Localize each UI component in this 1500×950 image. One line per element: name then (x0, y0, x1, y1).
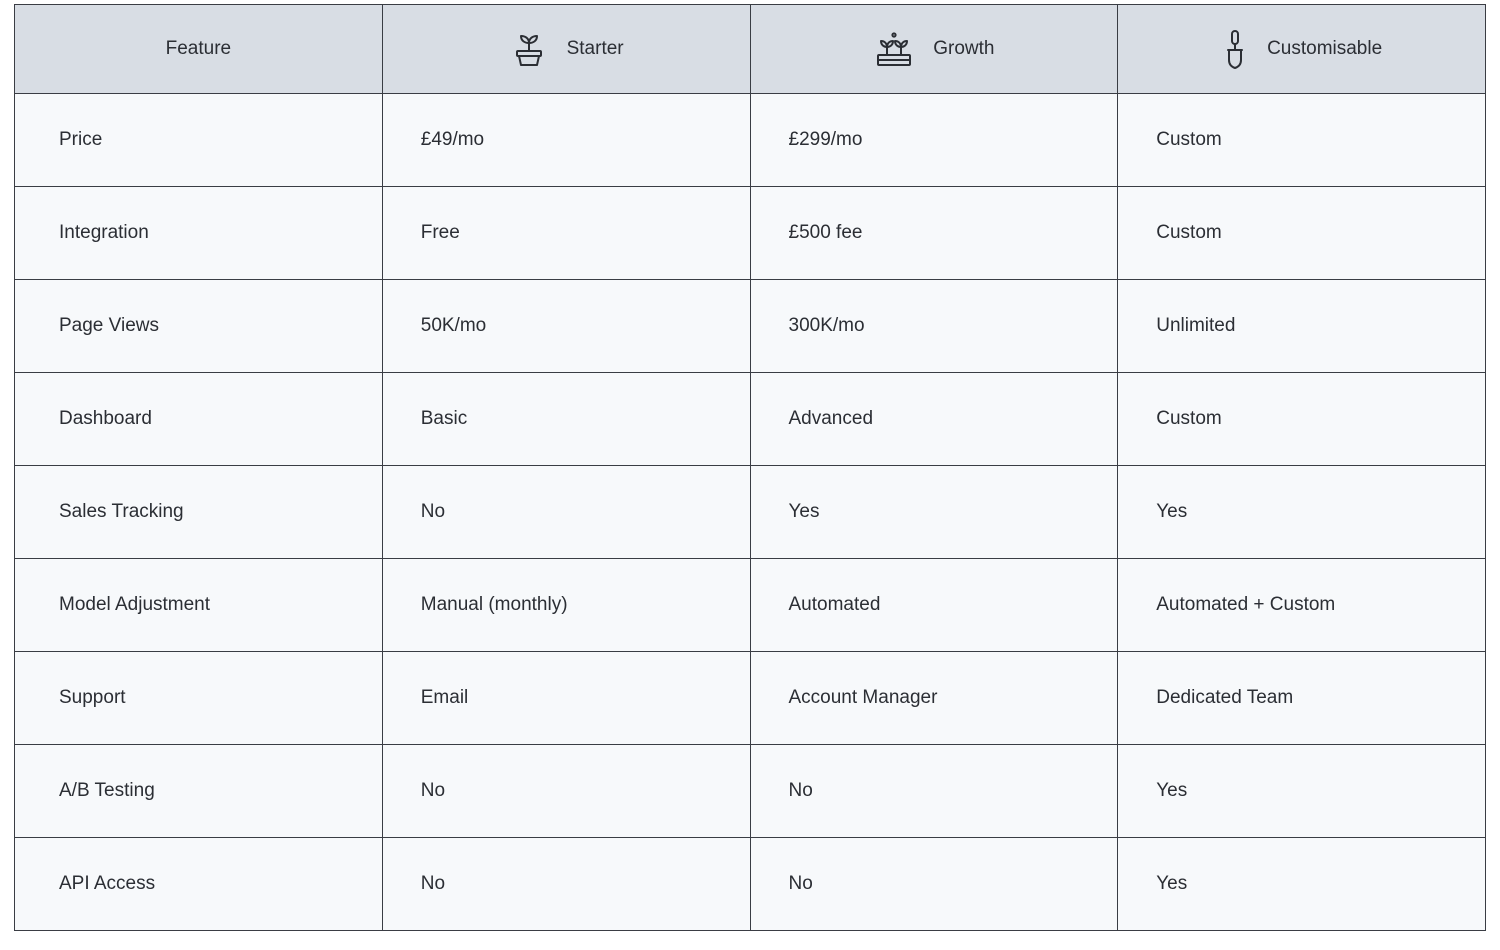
cell-starter: Email (382, 652, 750, 745)
table-row: SupportEmailAccount ManagerDedicated Tea… (15, 652, 1486, 745)
cell-feature: Dashboard (15, 373, 383, 466)
cell-custom: Dedicated Team (1118, 652, 1486, 745)
col-header-starter: Starter (382, 5, 750, 94)
cell-growth: Automated (750, 559, 1118, 652)
col-header-growth-label: Growth (933, 38, 994, 60)
col-header-starter-label: Starter (567, 38, 624, 60)
cell-starter: £49/mo (382, 94, 750, 187)
pricing-table: Feature (14, 4, 1486, 931)
cell-feature: Page Views (15, 280, 383, 373)
cell-growth: Advanced (750, 373, 1118, 466)
cell-starter: No (382, 745, 750, 838)
cell-starter: No (382, 838, 750, 931)
sprout-bed-icon (873, 29, 915, 69)
cell-custom: Custom (1118, 94, 1486, 187)
cell-feature: Model Adjustment (15, 559, 383, 652)
cell-growth: £500 fee (750, 187, 1118, 280)
cell-feature: Support (15, 652, 383, 745)
col-header-feature: Feature (15, 5, 383, 94)
cell-starter: No (382, 466, 750, 559)
cell-custom: Yes (1118, 466, 1486, 559)
cell-custom: Custom (1118, 373, 1486, 466)
table-body: Price£49/mo£299/moCustomIntegrationFree£… (15, 94, 1486, 931)
cell-feature: Integration (15, 187, 383, 280)
table-row: Sales TrackingNoYesYes (15, 466, 1486, 559)
cell-starter: 50K/mo (382, 280, 750, 373)
table-row: API AccessNoNoYes (15, 838, 1486, 931)
col-header-feature-label: Feature (166, 38, 231, 59)
cell-starter: Free (382, 187, 750, 280)
cell-starter: Basic (382, 373, 750, 466)
cell-growth: £299/mo (750, 94, 1118, 187)
col-header-growth: Growth (750, 5, 1118, 94)
cell-growth: 300K/mo (750, 280, 1118, 373)
cell-custom: Yes (1118, 745, 1486, 838)
cell-starter: Manual (monthly) (382, 559, 750, 652)
table-row: Model AdjustmentManual (monthly)Automate… (15, 559, 1486, 652)
cell-custom: Custom (1118, 187, 1486, 280)
table-row: IntegrationFree£500 feeCustom (15, 187, 1486, 280)
table-header-row: Feature (15, 5, 1486, 94)
col-header-custom-label: Customisable (1267, 38, 1382, 60)
table-row: Price£49/mo£299/moCustom (15, 94, 1486, 187)
cell-custom: Automated + Custom (1118, 559, 1486, 652)
trowel-icon (1221, 28, 1249, 70)
table-row: Page Views50K/mo300K/moUnlimited (15, 280, 1486, 373)
cell-growth: Yes (750, 466, 1118, 559)
cell-custom: Unlimited (1118, 280, 1486, 373)
cell-feature: A/B Testing (15, 745, 383, 838)
cell-feature: API Access (15, 838, 383, 931)
table-row: DashboardBasicAdvancedCustom (15, 373, 1486, 466)
cell-custom: Yes (1118, 838, 1486, 931)
cell-feature: Price (15, 94, 383, 187)
col-header-custom: Customisable (1118, 5, 1486, 94)
cell-feature: Sales Tracking (15, 466, 383, 559)
cell-growth: No (750, 838, 1118, 931)
cell-growth: Account Manager (750, 652, 1118, 745)
table-row: A/B TestingNoNoYes (15, 745, 1486, 838)
seedling-pot-icon (509, 29, 549, 69)
cell-growth: No (750, 745, 1118, 838)
